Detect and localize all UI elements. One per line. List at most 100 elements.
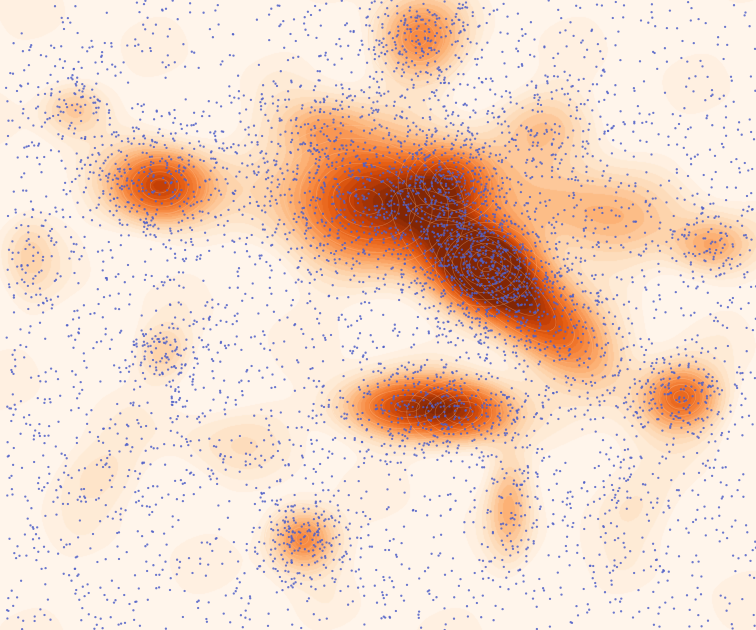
data-point [462,144,465,147]
data-point [118,167,122,170]
data-point [696,334,699,337]
data-point [558,162,562,165]
data-point [675,488,679,492]
data-point [636,392,639,396]
data-point [234,403,238,406]
data-point [439,405,442,409]
data-point [97,106,100,109]
data-point [171,322,174,325]
data-point [198,186,201,189]
data-point [116,182,119,186]
data-point [142,334,146,338]
data-point [411,249,415,252]
data-point [684,136,687,139]
data-point [687,364,690,367]
data-point [667,143,670,147]
data-point [314,199,318,202]
data-point [581,325,585,329]
data-point [287,570,290,573]
data-point [616,365,619,368]
data-point [421,180,424,183]
data-point [480,413,484,417]
data-point [149,49,153,53]
data-point [442,405,445,408]
data-point [342,358,345,362]
data-point [468,193,471,196]
data-point [551,286,554,289]
data-point [269,553,272,556]
data-point [374,227,377,230]
data-point [357,568,361,571]
data-point [662,569,665,572]
data-point [425,143,428,147]
data-point [638,60,642,63]
contour-ring-group [406,378,521,447]
data-point [622,347,625,350]
data-point [496,122,500,125]
data-point [454,344,457,347]
data-point [646,378,650,382]
data-point [37,487,41,491]
data-point [652,300,655,303]
data-point [675,171,679,174]
data-point [176,352,179,356]
data-point [669,414,672,417]
data-point [313,109,317,112]
data-point [385,104,388,107]
data-point [482,238,485,241]
data-point [318,79,321,82]
data-point [751,328,755,332]
data-point [400,541,403,545]
data-point [21,268,24,271]
data-point [208,437,211,440]
data-point [481,261,485,265]
data-point [191,243,194,247]
data-point [546,82,549,85]
data-point [89,96,92,100]
data-point [358,236,361,239]
data-point [476,132,479,135]
data-point [610,209,613,212]
data-point [161,176,165,180]
data-point [130,142,133,145]
data-point [380,407,383,410]
data-point [244,452,248,455]
data-point [487,291,490,295]
data-point [266,187,269,190]
data-point [441,259,444,262]
data-point [307,415,310,418]
data-point [474,403,477,406]
data-point [700,351,703,355]
data-point [584,321,587,324]
data-point [256,552,259,555]
data-point [546,525,550,528]
data-point [466,37,469,41]
data-point [425,136,429,140]
data-point [97,497,100,500]
data-point [484,301,487,304]
data-point [427,61,430,65]
data-point [142,340,146,343]
data-point [591,109,594,112]
data-point [402,71,406,74]
data-point [495,172,498,175]
data-point [503,120,507,123]
data-point [85,413,88,416]
data-point [212,444,216,448]
data-point [416,191,419,194]
data-point [644,483,647,486]
data-point [472,240,475,243]
data-point [298,571,301,575]
data-point [493,478,496,481]
data-point [430,48,433,52]
data-point [432,225,436,228]
data-point [590,28,594,31]
data-point [422,2,425,6]
data-point [450,248,453,251]
data-point [438,173,441,176]
data-point [362,162,365,165]
data-point [506,300,509,304]
data-point [411,405,414,409]
data-point [90,409,93,412]
data-point [508,188,512,191]
